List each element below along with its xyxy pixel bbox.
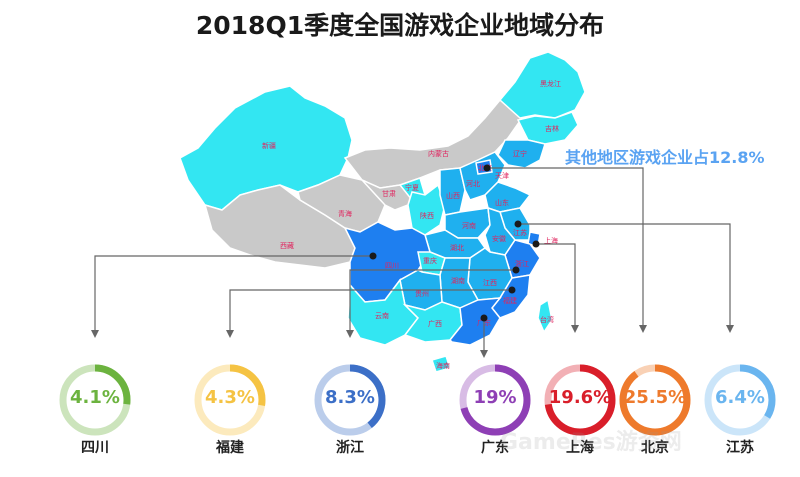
- leader-beijing: [487, 167, 644, 325]
- label-hubei: 湖北: [450, 243, 464, 252]
- label-jiangsu: 江苏: [513, 228, 527, 237]
- leader-fujian: [229, 289, 512, 330]
- marker-fujian: [508, 286, 516, 294]
- donut-guangdong: 19% 广东: [455, 360, 535, 456]
- label-jiangxi: 江西: [483, 279, 497, 287]
- leader-zhejiang: [349, 269, 516, 330]
- donut-guangdong-name: 广东: [481, 440, 509, 456]
- label-guangxi: 广西: [428, 319, 442, 328]
- region-hainan: [431, 355, 451, 373]
- donut-fujian: 4.3% 福建: [190, 360, 270, 456]
- donut-jiangsu-name: 江苏: [726, 440, 754, 456]
- donut-sichuan-value: 4.1%: [70, 387, 120, 408]
- donut-jiangsu-value: 6.4%: [715, 387, 765, 408]
- donut-beijing-arc: [619, 364, 691, 436]
- chart-title: 2018Q1季度全国游戏企业地域分布: [195, 11, 605, 40]
- donut-shanghai-name: 上海: [566, 440, 594, 456]
- donut-fujian-value: 4.3%: [205, 387, 255, 408]
- leader-shanghai: [536, 243, 576, 325]
- marker-sichuan: [369, 252, 377, 260]
- leader-sichuan: [94, 255, 373, 330]
- donut-jiangsu: 6.4% 江苏: [700, 360, 780, 456]
- donut-zhejiang: 8.3% 浙江: [310, 360, 390, 456]
- label-gansu: 甘肃: [382, 189, 396, 198]
- arrow-sichuan: [91, 330, 99, 338]
- label-shandong: 山东: [495, 198, 509, 207]
- region-heilongjiang: [498, 51, 586, 119]
- marker-guangdong: [480, 314, 488, 322]
- donut-shanghai-arc: [544, 364, 616, 436]
- label-chongqing: 重庆: [423, 256, 437, 265]
- marker-zhejiang: [512, 266, 520, 274]
- donut-zhejiang-value: 8.3%: [325, 387, 375, 408]
- label-ningxia: 宁夏: [405, 183, 419, 192]
- label-heilongjiang: 黑龙江: [540, 79, 561, 88]
- label-hebei: 河北: [466, 180, 480, 188]
- arrow-jiangsu: [726, 325, 734, 333]
- label-yunnan: 云南: [375, 311, 389, 320]
- other-region-label: 其他地区游戏企业占12.8%: [565, 148, 765, 167]
- donut-beijing-value: 25.5%: [623, 387, 687, 408]
- label-fujian: 福建: [503, 296, 517, 305]
- marker-shanghai: [532, 240, 540, 248]
- label-jilin: 吉林: [545, 124, 559, 133]
- donut-zhejiang-arc: [314, 364, 386, 436]
- label-tianjin: 天津: [495, 172, 509, 180]
- arrow-shanghai: [571, 325, 579, 333]
- label-zhejiang: 浙江: [515, 259, 529, 268]
- label-hainan: 海南: [436, 361, 450, 370]
- donut-shanghai-value: 19.6%: [548, 387, 612, 408]
- label-shaanxi: 陕西: [420, 211, 434, 220]
- donut-sichuan-name: 四川: [81, 440, 109, 456]
- donut-jiangsu-arc: [704, 364, 776, 436]
- marker-beijing: [483, 164, 491, 172]
- donut-shanghai: 19.6% 上海: [540, 360, 620, 456]
- leader-arrows: [91, 325, 734, 358]
- leader-lines: [94, 167, 731, 350]
- label-xinjiang: 新疆: [262, 141, 276, 150]
- city-markers: [369, 164, 540, 322]
- label-qinghai: 青海: [338, 209, 352, 218]
- label-shanghai: 上海: [544, 236, 558, 245]
- donut-fujian-name: 福建: [216, 440, 244, 456]
- label-xizang: 西藏: [280, 241, 294, 250]
- label-anhui: 安徽: [492, 234, 506, 243]
- region-guangdong: [448, 297, 502, 346]
- label-shanxi: 山西: [446, 191, 460, 200]
- watermark: GameRes游资网: [500, 430, 682, 455]
- donut-beijing: 25.5% 北京: [615, 360, 695, 456]
- label-hunan: 湖南: [451, 276, 465, 285]
- donut-sichuan: 4.1% 四川: [55, 360, 135, 456]
- arrow-zhejiang: [346, 330, 354, 338]
- label-sichuan: 四川: [385, 262, 399, 270]
- label-taiwan: 台湾: [540, 315, 554, 324]
- region-liaoning: [497, 139, 546, 169]
- leader-jiangsu: [518, 223, 731, 325]
- donut-fujian-arc: [194, 364, 266, 436]
- label-neimenggu: 内蒙古: [428, 149, 449, 158]
- arrow-beijing: [639, 325, 647, 333]
- donut-guangdong-value: 19%: [473, 387, 517, 408]
- region-shaanxi: [407, 183, 446, 236]
- region-qinghai: [297, 174, 386, 233]
- donut-guangdong-arc: [459, 364, 531, 436]
- donut-zhejiang-name: 浙江: [336, 440, 364, 456]
- donut-beijing-name: 北京: [641, 440, 669, 456]
- donut-sichuan-arc: [59, 364, 131, 436]
- label-liaoning: 辽宁: [513, 149, 527, 158]
- arrow-fujian: [226, 330, 234, 338]
- label-guizhou: 贵州: [415, 289, 429, 298]
- arrow-guangdong: [480, 350, 488, 358]
- label-henan: 河南: [462, 221, 476, 230]
- region-taiwan: [537, 298, 553, 334]
- marker-jiangsu: [514, 220, 522, 228]
